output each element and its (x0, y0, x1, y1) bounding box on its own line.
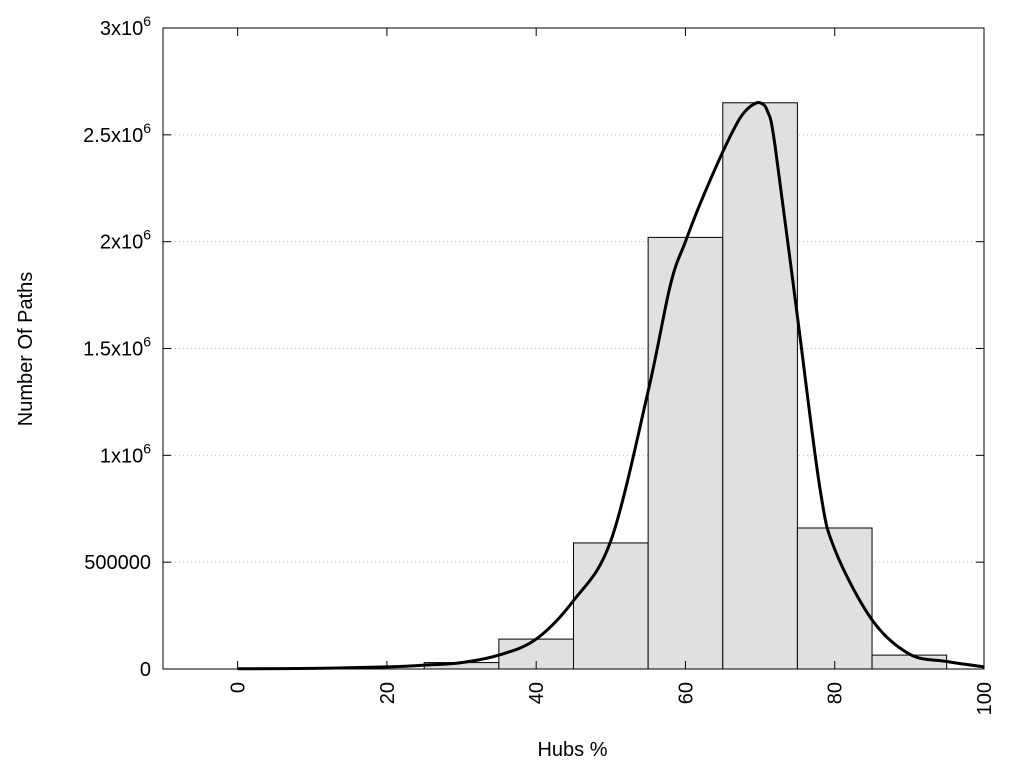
grid-lines (163, 134, 984, 563)
x-tick-label: 100 (974, 682, 996, 715)
x-axis-ticks: 0 20 40 60 80 100 (228, 28, 996, 715)
x-tick-label: 20 (377, 682, 399, 704)
histogram-bar (871, 654, 948, 670)
x-tick-label: 60 (675, 682, 697, 704)
x-axis-label: Hubs % (537, 739, 607, 761)
y-tick-label: 0 (140, 659, 151, 681)
histogram-bar (647, 236, 724, 670)
y-axis-label: Number Of Paths (15, 272, 37, 427)
y-tick-label: 2x106 (100, 227, 151, 254)
y-tick-label: 500000 (84, 552, 151, 574)
histogram-bars (423, 102, 948, 670)
density-curve (237, 100, 985, 671)
histogram-bar (722, 102, 798, 670)
y-tick-label: 1.5x106 (83, 334, 151, 361)
y-tick-label: 3x106 (100, 13, 151, 40)
y-tick-label: 2.5x106 (83, 120, 151, 147)
x-tick-label: 80 (825, 682, 847, 704)
x-tick-label: 40 (526, 682, 548, 704)
y-axis-ticks: 0 500000 1x106 1.5x106 2x106 2.5x106 3x106 (83, 13, 984, 681)
density-curve-line (237, 100, 985, 671)
y-tick-label: 1x106 (100, 440, 151, 467)
histogram-bar (573, 542, 649, 670)
x-tick-label: 0 (228, 682, 250, 693)
